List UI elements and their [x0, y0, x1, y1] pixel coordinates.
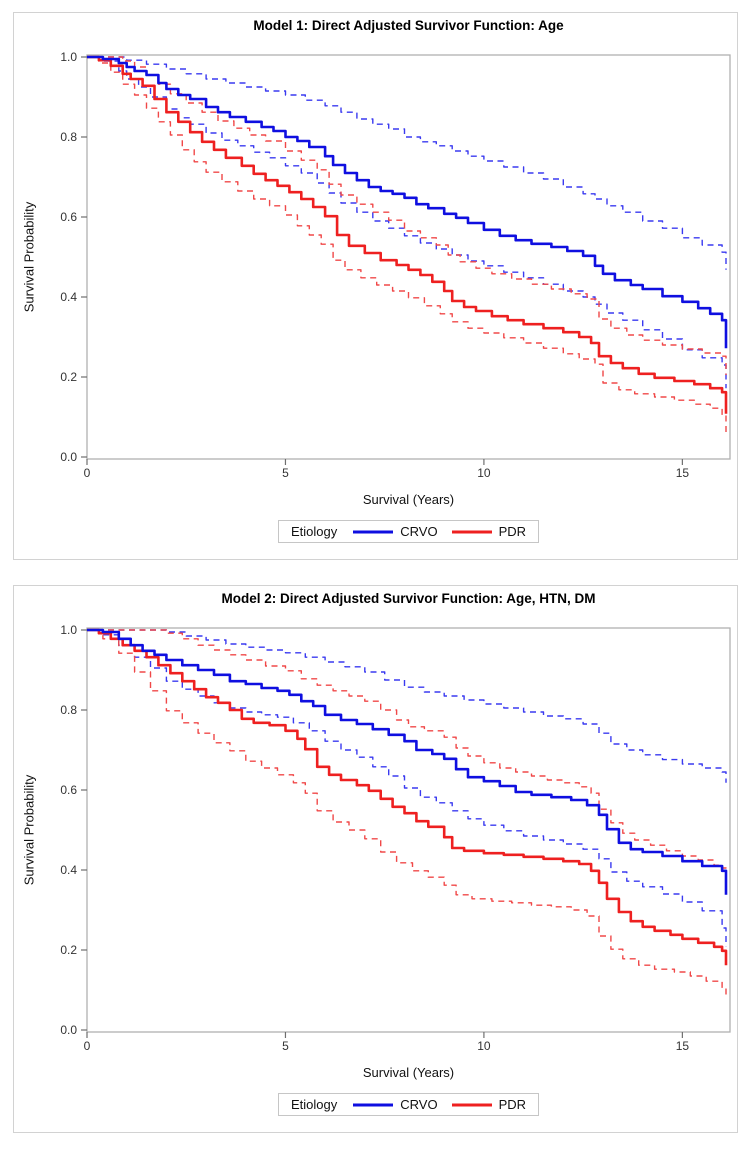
y-tick-label: 0.6 — [60, 210, 77, 224]
x-tick-label: 5 — [282, 1039, 289, 1053]
series-crvo-lower-95-cl — [87, 56, 727, 389]
y-tick-label: 1.0 — [60, 50, 77, 64]
x-tick-label: 0 — [84, 1039, 91, 1053]
series-pdr-estimate — [87, 628, 728, 966]
x-tick-label: 10 — [477, 466, 491, 480]
y-tick-label: 0.2 — [60, 943, 77, 957]
x-tick-label: 10 — [477, 1039, 491, 1053]
series-pdr-lower-95-cl — [87, 629, 727, 999]
x-tick-label: 15 — [676, 466, 690, 480]
legend-item-label: PDR — [498, 524, 527, 539]
y-tick-label: 0.2 — [60, 370, 77, 384]
legend-item-crvo: CRVO — [352, 1097, 438, 1112]
x-tick-label: 15 — [676, 1039, 690, 1053]
legend: Etiology CRVO PDR — [87, 1093, 730, 1116]
y-tick-label: 1.0 — [60, 623, 77, 637]
x-tick-label: 0 — [84, 466, 91, 480]
survival-plot-svg: 0 5 10 15 0.0 0.2 0.4 0.6 0.8 1.0 — [60, 623, 731, 1053]
legend-box: Etiology CRVO PDR — [277, 520, 540, 543]
series-pdr-lower-95-cl — [87, 56, 727, 434]
legend-item-label: CRVO — [400, 1097, 438, 1112]
series-crvo-upper-95-cl — [87, 629, 727, 783]
y-tick-label: 0.0 — [60, 1023, 77, 1037]
legend-box: Etiology CRVO PDR — [277, 1093, 540, 1116]
series-pdr-estimate — [87, 55, 728, 414]
legend-item-pdr: PDR — [451, 524, 526, 539]
y-tick-label: 0.0 — [60, 450, 77, 464]
crvo-line-swatch — [353, 530, 394, 533]
pdr-line-swatch — [451, 530, 492, 533]
series-crvo-upper-95-cl — [87, 56, 727, 270]
series-pdr-upper-95-cl — [87, 629, 727, 875]
series-pdr-upper-95-cl — [87, 56, 727, 375]
pdr-line-swatch — [451, 1103, 492, 1106]
legend-item-label: CRVO — [400, 524, 438, 539]
legend-item-pdr: PDR — [451, 1097, 526, 1112]
plot-border — [86, 54, 731, 460]
model2-panel: Model 2: Direct Adjusted Survivor Functi… — [13, 585, 738, 1133]
y-tick-label: 0.6 — [60, 783, 77, 797]
model1-panel: Model 1: Direct Adjusted Survivor Functi… — [13, 12, 738, 560]
legend-title: Etiology — [290, 1097, 338, 1112]
chart-title: Model 1: Direct Adjusted Survivor Functi… — [253, 18, 564, 33]
y-tick-label: 0.8 — [60, 130, 77, 144]
y-tick-label: 0.4 — [60, 863, 77, 877]
legend-item-label: PDR — [498, 1097, 527, 1112]
legend: Etiology CRVO PDR — [87, 520, 730, 543]
chart-title: Model 2: Direct Adjusted Survivor Functi… — [221, 591, 596, 606]
plot-border — [86, 627, 731, 1033]
x-axis-label: Survival (Years) — [362, 1065, 455, 1080]
legend-title: Etiology — [290, 524, 338, 539]
legend-item-crvo: CRVO — [352, 524, 438, 539]
y-tick-label: 0.8 — [60, 703, 77, 717]
crvo-line-swatch — [353, 1103, 394, 1106]
series-crvo-estimate — [87, 628, 728, 895]
series-crvo-estimate — [87, 55, 728, 349]
x-tick-label: 5 — [282, 466, 289, 480]
y-tick-label: 0.4 — [60, 290, 77, 304]
survival-plot-svg: 0 5 10 15 0.0 0.2 0.4 0.6 0.8 1.0 — [60, 50, 731, 480]
x-axis-label: Survival (Years) — [362, 492, 455, 507]
